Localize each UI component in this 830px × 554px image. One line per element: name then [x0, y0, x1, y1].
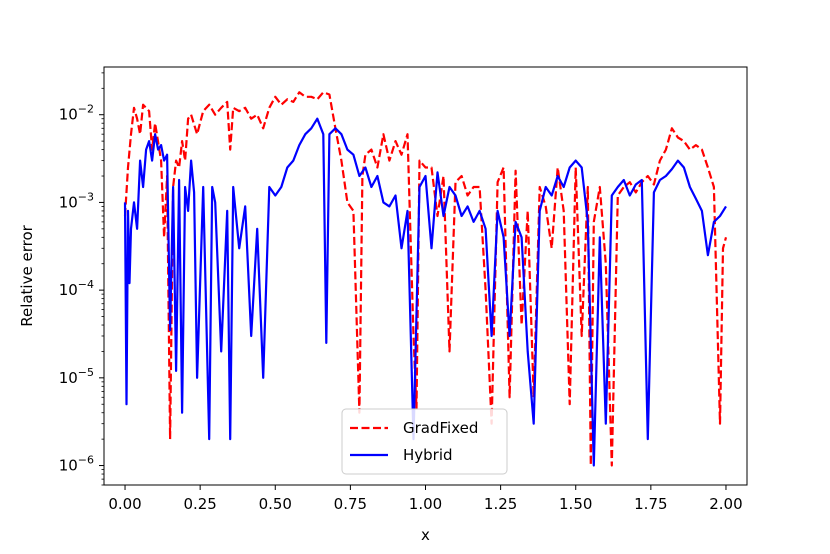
x-tick-label: 0.00	[108, 495, 141, 513]
y-tick-label: 10−6	[59, 454, 94, 475]
x-tick-label: 2.00	[709, 495, 742, 513]
legend-label-gradfixed: GradFixed	[403, 419, 478, 437]
x-tick-label: 0.50	[259, 495, 292, 513]
x-tick-label: 1.00	[409, 495, 442, 513]
y-tick-label: 10−5	[59, 366, 94, 387]
legend-box	[341, 408, 508, 475]
y-tick-label: 10−2	[59, 103, 94, 124]
series-layer	[123, 91, 728, 467]
x-tick-label: 0.75	[334, 495, 367, 513]
x-axis-label: x	[421, 526, 430, 544]
series-line-hybrid	[123, 117, 727, 467]
legend-label-hybrid: Hybrid	[403, 446, 453, 464]
x-tick-label: 1.50	[559, 495, 592, 513]
x-tick-label: 1.25	[484, 495, 517, 513]
y-tick-label: 10−4	[59, 278, 94, 299]
legend: GradFixed Hybrid	[341, 408, 508, 475]
plot-frame	[103, 66, 748, 486]
x-tick-label: 1.75	[634, 495, 667, 513]
series-line-gradfixed	[123, 91, 728, 467]
y-tick-label: 10−3	[59, 190, 94, 211]
y-axis-label: Relative error	[18, 224, 36, 326]
x-tick-label: 0.25	[183, 495, 216, 513]
ticks-layer: 0.00 0.25 0.50 0.75 1.00 1.25 1.50 1.75 2.00 10−2…	[59, 72, 743, 513]
